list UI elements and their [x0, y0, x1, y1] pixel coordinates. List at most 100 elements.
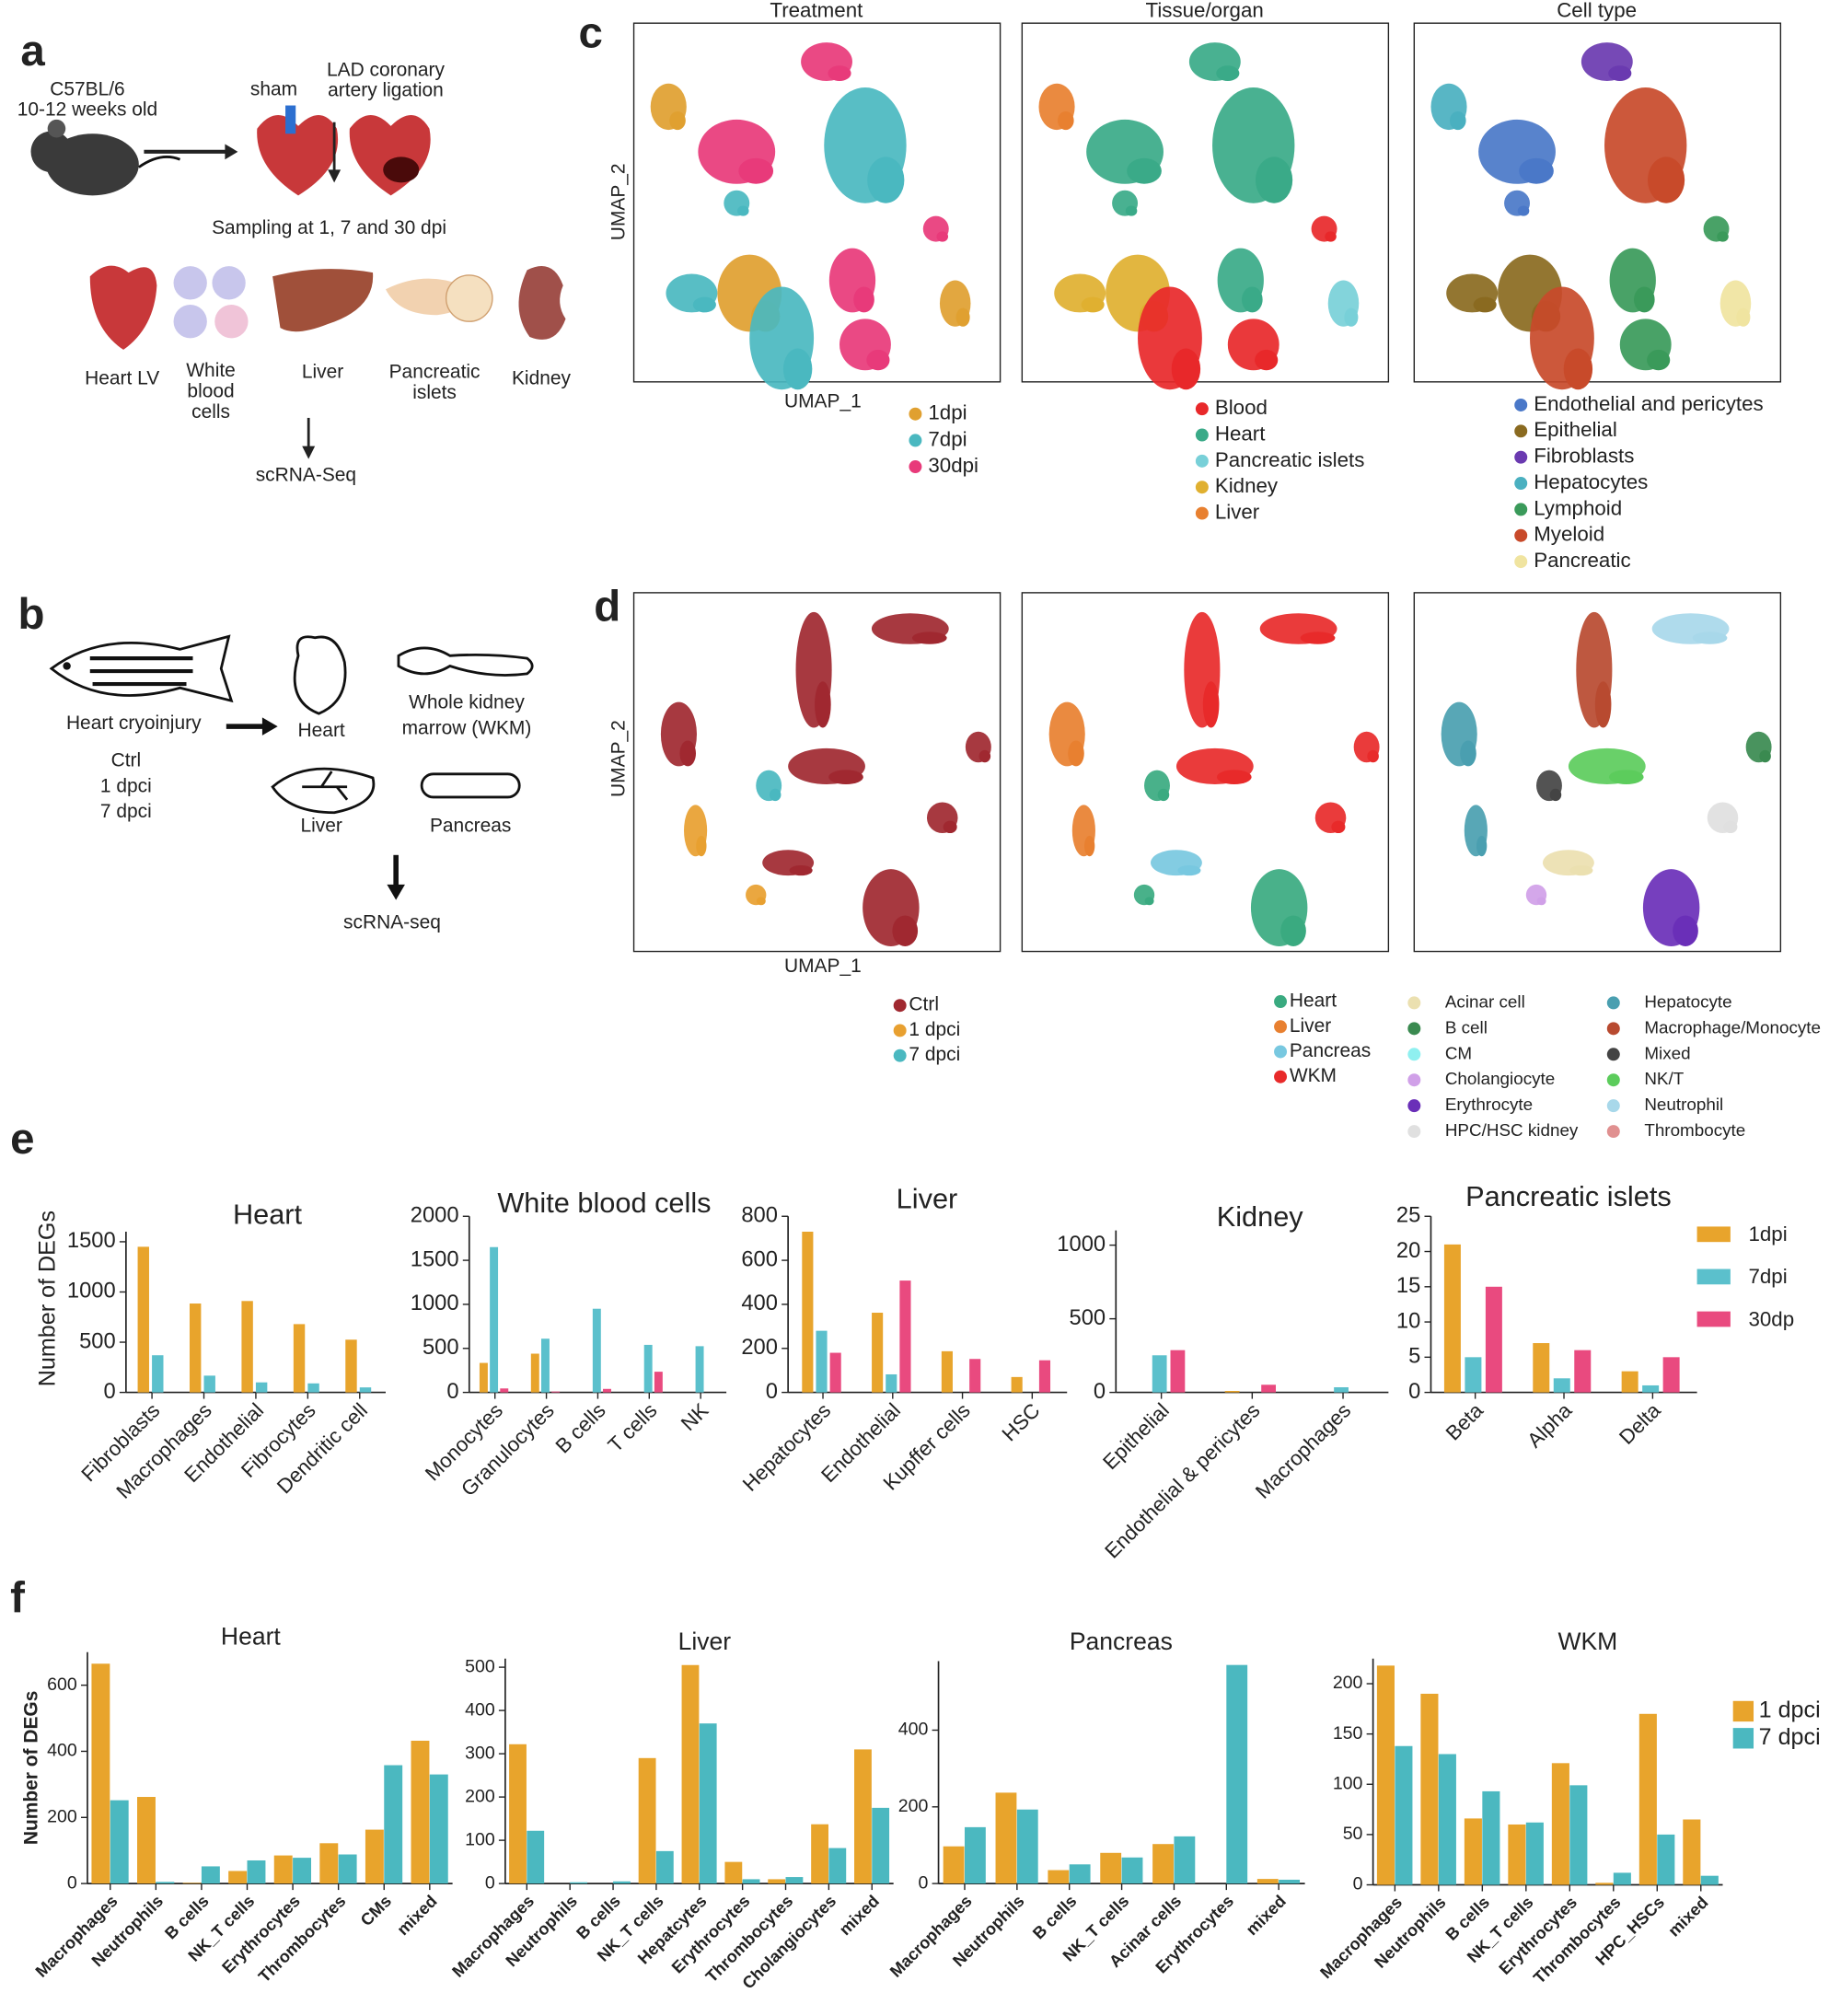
y-tick-label: 500 [79, 1329, 116, 1353]
umap-cluster [1058, 110, 1074, 131]
bar [1016, 1809, 1038, 1884]
bar [203, 1375, 215, 1393]
bar [655, 1850, 674, 1884]
legend-label: B cell [1445, 1017, 1488, 1037]
y-tick-label: 600 [47, 1674, 77, 1695]
umap-cluster [1569, 864, 1593, 876]
label: marrow (WKM) [402, 717, 532, 738]
chart-title: Liver [897, 1183, 958, 1215]
bar [768, 1879, 786, 1884]
bar [829, 1352, 841, 1393]
umap-cluster [1517, 205, 1530, 216]
y-tick-label: 0 [766, 1380, 778, 1404]
legend-dot [1407, 1022, 1421, 1036]
bar [724, 1861, 743, 1884]
mouse-head [30, 131, 73, 173]
x-tick-label: Epithelial [1098, 1398, 1174, 1474]
y-tick-label: 150 [1333, 1723, 1363, 1744]
legend-dot [1514, 555, 1528, 569]
bar [1261, 1385, 1276, 1393]
legend-dot [909, 407, 922, 421]
umap-cluster [955, 307, 970, 327]
bar [872, 1313, 884, 1393]
umap-cluster [1084, 835, 1095, 857]
y-tick-label: 1500 [67, 1229, 116, 1253]
bar [228, 1871, 248, 1884]
legend-dot [1606, 1048, 1620, 1061]
umap-cluster [1692, 631, 1728, 644]
x-tick-label: Endothelial & pericytes [1100, 1398, 1264, 1562]
umap-cluster [828, 65, 851, 82]
mouse-tail [138, 156, 181, 168]
legend-dot [1274, 1045, 1288, 1059]
bar [1152, 1355, 1167, 1393]
legend-dot [1195, 454, 1209, 468]
legend-label: Kidney [1215, 474, 1279, 497]
x-tick-label: Macrophages [1251, 1398, 1355, 1502]
legend-label: Heart [1290, 991, 1337, 1012]
zebrafish [49, 634, 234, 703]
legend-label: Liver [1290, 1015, 1331, 1037]
panel-label: e [10, 1115, 34, 1164]
umap-cluster [1344, 307, 1359, 327]
bar [156, 1882, 175, 1884]
bar [1553, 1378, 1570, 1393]
bar [1574, 1350, 1592, 1393]
bar [899, 1280, 911, 1393]
bar [1595, 1883, 1614, 1885]
panel-a-illustration [30, 105, 566, 459]
bar [802, 1231, 814, 1393]
umap-cluster [1634, 286, 1655, 313]
umap-cluster [782, 348, 813, 390]
umap-cluster [1549, 788, 1562, 802]
label: C57BL/6 [50, 78, 124, 99]
legend-label: HPC/HSC kidney [1445, 1120, 1579, 1140]
label: Heart cryoinjury [66, 713, 202, 734]
bar [241, 1301, 253, 1393]
umap-cluster [1563, 348, 1593, 390]
legend-label: Epithelial [1534, 418, 1617, 441]
umap-cluster [1736, 307, 1751, 327]
umap-title: Tissue/organ [1146, 0, 1264, 22]
bar [1482, 1790, 1500, 1885]
legend-dot [1195, 428, 1209, 442]
legend-label: Heart [1215, 422, 1266, 445]
heart-icon [257, 114, 339, 196]
legend-dot [1514, 503, 1528, 516]
y-tick-label: 500 [423, 1336, 459, 1360]
bar [1100, 1852, 1122, 1884]
bar [1048, 1870, 1070, 1884]
bar [255, 1382, 268, 1393]
legend-label: Hepatocyte [1644, 991, 1731, 1011]
y-tick-label: 200 [898, 1796, 929, 1816]
bar [943, 1846, 965, 1884]
x-tick-label: Beta [1442, 1398, 1488, 1445]
label: cells [191, 401, 230, 423]
umap-cluster [1081, 296, 1105, 313]
bar [1683, 1819, 1701, 1885]
y-axis-label: Number of DEGs [35, 1211, 61, 1386]
bar [1038, 1360, 1051, 1393]
wkm-outline [397, 646, 534, 677]
label: 10-12 weeks old [17, 99, 157, 121]
y-tick-label: 400 [741, 1292, 778, 1315]
panel-label: a [20, 27, 45, 75]
bar [1485, 1286, 1502, 1393]
bar [1069, 1864, 1091, 1884]
bar [1170, 1350, 1186, 1393]
legend-label: Blood [1215, 396, 1268, 419]
label: Kidney [512, 368, 572, 389]
bar [247, 1860, 266, 1884]
umap-cluster [1157, 788, 1170, 802]
legend-dot [1606, 1099, 1620, 1113]
umap-cluster [1673, 915, 1698, 946]
umap-cluster [679, 740, 697, 767]
panel-label: b [18, 590, 45, 639]
chart-title: Kidney [1217, 1200, 1304, 1233]
legend-label: Fibroblasts [1534, 445, 1634, 468]
umap-cluster [1594, 681, 1612, 728]
chart-title: Heart [233, 1198, 303, 1230]
arrow-head [302, 446, 316, 459]
umap-cluster [1608, 65, 1632, 82]
